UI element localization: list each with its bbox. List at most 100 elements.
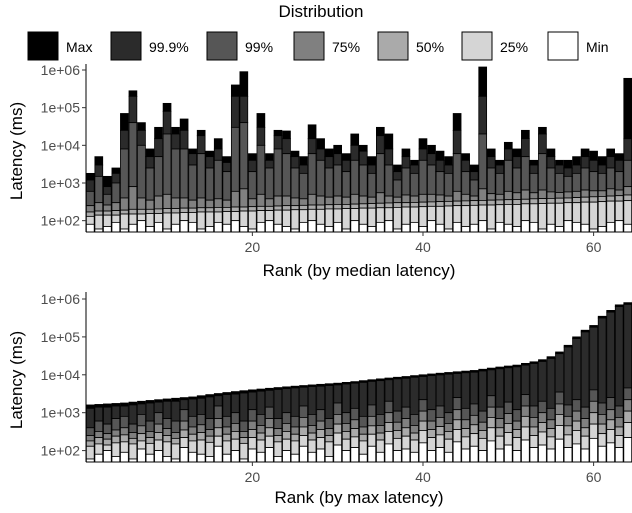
bar-segment-p25	[427, 437, 436, 451]
bar-segment-p25	[111, 442, 121, 457]
bar-segment-p25	[171, 443, 180, 460]
bar-segment-min	[282, 450, 291, 463]
bar-segment-min	[435, 223, 445, 233]
bar-segment-p99	[367, 404, 377, 417]
bar-segment-p75	[256, 425, 266, 434]
bar-segment-p75	[248, 420, 257, 430]
bar-25	[290, 150, 300, 233]
bar-segment-p75	[154, 195, 163, 210]
bar-11	[171, 126, 180, 233]
bar-segment-max	[162, 102, 172, 112]
bar-segment-p25	[486, 204, 496, 230]
bar-segment-min	[145, 226, 155, 233]
bar-segment-p50	[376, 432, 385, 441]
bar-segment-p25	[265, 435, 274, 448]
bar-segment-p999	[248, 391, 257, 411]
bar-segment-max	[452, 113, 462, 131]
bar-segment-p99	[580, 406, 590, 419]
bar-segment-p999	[222, 162, 232, 173]
bar-segment-p999	[444, 373, 453, 414]
bar-13	[188, 396, 197, 463]
bar-segment-p25	[401, 435, 411, 450]
bar-segment-p50	[546, 197, 556, 204]
bar-19	[239, 71, 249, 233]
bar-segment-p75	[435, 417, 445, 427]
bar-segment-p75	[307, 425, 317, 434]
bar-segment-p75	[589, 400, 598, 414]
bar-11	[171, 397, 180, 463]
bar-segment-p99	[435, 405, 445, 418]
bar-segment-p999	[418, 376, 428, 401]
bar-segment-p50	[358, 433, 368, 442]
bar-segment-min	[324, 456, 334, 463]
bar-segment-min	[606, 442, 615, 463]
bar-2	[94, 156, 104, 233]
bar-segment-p75	[111, 202, 121, 211]
bar-8	[145, 148, 155, 233]
bar-segment-max	[521, 129, 530, 140]
bar-segment-p75	[572, 190, 581, 198]
bar-segment-p50	[614, 195, 624, 202]
bar-segment-p999	[589, 159, 598, 173]
bar-segment-p75	[324, 428, 334, 436]
bar-15	[205, 150, 215, 233]
bar-segment-p25	[256, 210, 266, 223]
bar-segment-p50	[256, 432, 266, 441]
bar-46	[469, 370, 479, 463]
bar-segment-p999	[555, 164, 564, 174]
bar-segment-p99	[546, 167, 556, 193]
bar-segment-max	[239, 71, 249, 97]
bar-segment-p999	[179, 129, 189, 150]
bar-segment-p999	[563, 167, 573, 177]
bar-segment-p99	[503, 401, 513, 414]
bar-45	[461, 153, 470, 233]
bar-segment-min	[290, 453, 300, 463]
bar-segment-p50	[265, 427, 274, 437]
bar-segment-p50	[94, 210, 104, 216]
bar-segment-p999	[162, 110, 172, 135]
bar-segment-p50	[273, 435, 283, 443]
bar-24	[282, 386, 291, 463]
bar-segment-p75	[94, 431, 104, 439]
bar-segment-min	[452, 221, 462, 233]
bar-segment-p50	[606, 195, 615, 202]
bar-segment-p99	[154, 412, 163, 425]
bar-26	[299, 385, 308, 463]
bar-segment-p99	[171, 148, 180, 199]
bar-segment-p50	[341, 204, 351, 209]
bar-segment-p75	[205, 199, 215, 209]
bar-segment-p99	[563, 175, 573, 193]
bar-segment-p75	[444, 423, 453, 432]
bar-segment-p25	[265, 210, 274, 222]
bar-segment-p999	[230, 393, 240, 414]
bar-segment-p75	[427, 193, 436, 203]
bar-segment-p50	[222, 206, 232, 212]
bar-1	[85, 404, 95, 463]
bar-segment-p99	[521, 156, 530, 191]
bar-33	[358, 144, 368, 233]
bar-18	[230, 391, 240, 463]
bar-segment-max	[273, 129, 283, 137]
bar-segment-p999	[145, 156, 155, 169]
bar-segment-p75	[393, 421, 402, 431]
bar-segment-p75	[418, 193, 428, 203]
bar-segment-p25	[103, 214, 112, 227]
bar-segment-p99	[623, 387, 632, 401]
bar-28	[316, 138, 325, 233]
bar-segment-p75	[461, 193, 470, 202]
bar-segment-p99	[307, 153, 317, 195]
bar-segment-p25	[282, 438, 291, 451]
bar-segment-p50	[128, 437, 138, 445]
bar-segment-p75	[503, 413, 513, 424]
bar-segment-p99	[145, 420, 155, 432]
bar-segment-min	[120, 451, 129, 463]
bar-segment-p25	[512, 437, 522, 451]
bar-51	[512, 364, 522, 463]
bar-segment-max	[427, 144, 436, 155]
bar-segment-p75	[623, 399, 632, 412]
bar-7	[137, 400, 146, 463]
bar-segment-min	[580, 448, 590, 463]
bar-segment-p25	[350, 436, 360, 448]
bar-segment-p99	[452, 153, 462, 192]
legend-label-p999: 99.9%	[149, 39, 189, 55]
